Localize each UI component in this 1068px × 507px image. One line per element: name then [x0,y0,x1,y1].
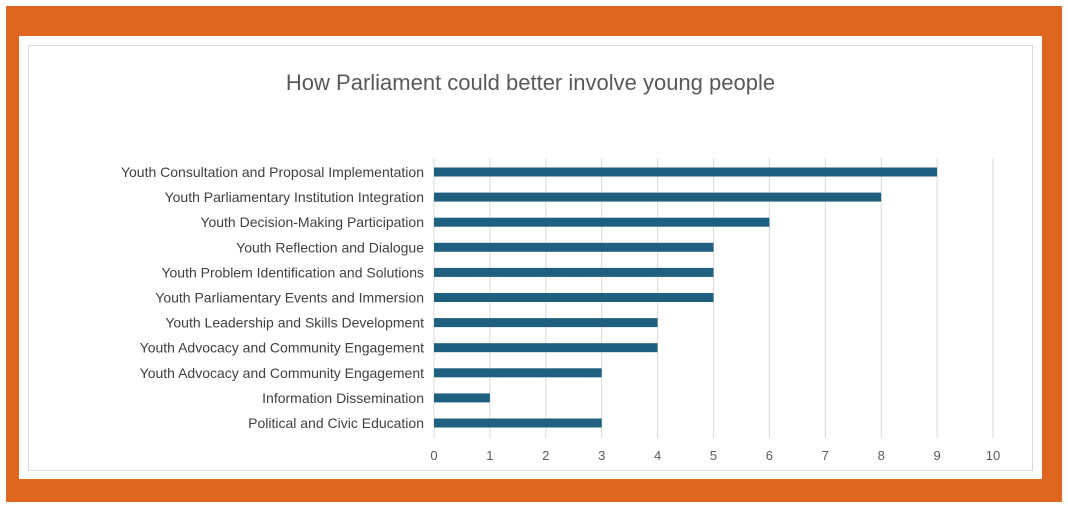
category-label: Youth Parliamentary Events and Immersion [155,290,424,306]
x-tick-label: 2 [542,448,549,463]
bar-chart-plot: Youth Consultation and Proposal Implemen… [121,158,1000,463]
category-label: Youth Reflection and Dialogue [236,239,424,255]
orange-frame: How Parliament could better involve youn… [6,6,1062,502]
bar-6 [434,318,658,328]
bars [434,167,938,428]
x-tick-label: 1 [486,448,493,463]
category-label: Youth Consultation and Proposal Implemen… [121,164,424,180]
x-axis-ticks: 0 1 2 3 4 5 6 7 8 9 10 [430,448,1000,463]
category-label: Youth Parliamentary Institution Integrat… [165,189,424,205]
x-tick-label: 0 [430,448,437,463]
bar-2 [434,217,770,227]
category-label: Information Dissemination [262,390,424,406]
bar-9 [434,393,490,403]
category-label: Youth Advocacy and Community Engagement [140,365,424,381]
bar-1 [434,192,882,202]
category-label: Youth Decision-Making Participation [200,214,424,230]
bar-3 [434,242,714,252]
x-tick-label: 8 [878,448,885,463]
bar-10 [434,418,602,428]
x-tick-label: 5 [710,448,717,463]
category-labels: Youth Consultation and Proposal Implemen… [121,164,424,431]
bar-7 [434,343,658,353]
category-label: Youth Problem Identification and Solutio… [161,264,424,280]
category-label: Youth Leadership and Skills Development [165,315,424,331]
x-tick-label: 10 [986,448,1000,463]
category-label: Political and Civic Education [248,415,424,431]
bar-8 [434,368,602,378]
chart-area: How Parliament could better involve youn… [28,45,1033,471]
x-tick-label: 6 [766,448,773,463]
chart-title: How Parliament could better involve youn… [285,70,776,95]
x-tick-label: 4 [654,448,661,463]
x-tick-label: 3 [598,448,605,463]
x-tick-label: 9 [933,448,940,463]
x-tick-label: 7 [822,448,829,463]
chart-panel: How Parliament could better involve youn… [19,36,1042,479]
bar-4 [434,267,714,277]
bar-0 [434,167,938,177]
category-label: Youth Advocacy and Community Engagement [140,340,424,356]
bar-5 [434,293,714,302]
